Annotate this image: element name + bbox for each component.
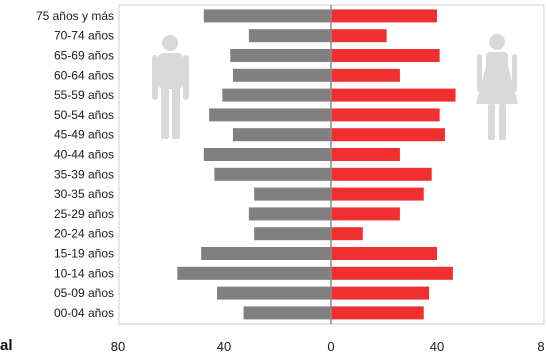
category-labels: 75 años y más 70-74 años 65-69 años 60-64 a… <box>36 9 114 320</box>
bar-right-4 <box>331 88 456 102</box>
category-label: 45-49 años <box>54 128 114 142</box>
bar-right-7 <box>331 148 400 161</box>
bar-right-13 <box>331 266 453 280</box>
x-tick-label: 80 <box>111 339 125 354</box>
bar-left-3 <box>232 68 331 82</box>
category-label: 00-04 años <box>54 306 114 320</box>
bar-right-9 <box>331 187 424 201</box>
bar-right-6 <box>331 128 445 142</box>
category-label: 20-24 años <box>54 227 114 241</box>
category-label: 75 años y más <box>36 9 114 23</box>
bar-left-11 <box>254 227 331 241</box>
x-tick-label: 40 <box>217 339 231 354</box>
bar-right-0 <box>331 9 437 23</box>
bar-right-11 <box>331 227 363 241</box>
bar-left-14 <box>217 286 331 300</box>
bar-right-12 <box>331 247 437 260</box>
x-tick-labels: 80 40 0 40 8 <box>111 339 545 354</box>
x-tick-label: 8 <box>537 339 544 354</box>
male-figure-icon <box>152 35 189 139</box>
bar-left-9 <box>254 187 331 201</box>
bar-left-8 <box>214 167 331 181</box>
female-figure-icon <box>476 34 518 140</box>
bar-right-1 <box>331 29 387 43</box>
bar-left-7 <box>203 148 331 161</box>
category-label: 35-39 años <box>54 167 114 181</box>
category-label: 70-74 años <box>54 29 114 43</box>
category-label: 05-09 años <box>54 286 114 300</box>
category-label: 65-69 años <box>54 49 114 63</box>
bar-right-14 <box>331 286 430 300</box>
category-label: 10-14 años <box>54 266 114 280</box>
bar-left-1 <box>248 29 331 43</box>
bar-left-6 <box>232 128 331 142</box>
bars-group <box>177 9 456 320</box>
bar-right-2 <box>331 49 440 62</box>
category-label: 15-19 años <box>54 247 114 261</box>
x-tick-label: 0 <box>327 339 334 354</box>
bar-left-4 <box>222 88 331 102</box>
bar-left-5 <box>209 108 331 122</box>
bar-right-8 <box>331 167 432 181</box>
category-label: 60-64 años <box>54 68 114 82</box>
bar-right-15 <box>331 306 424 320</box>
x-tick-label: 40 <box>430 339 444 354</box>
category-label: 25-29 años <box>54 207 114 221</box>
category-label: 50-54 años <box>54 108 114 122</box>
bar-right-5 <box>331 108 440 122</box>
category-label: 30-35 años <box>54 187 114 201</box>
bar-left-2 <box>230 49 331 62</box>
category-label: 55-59 años <box>54 88 114 102</box>
bar-left-13 <box>177 266 331 280</box>
bar-left-10 <box>248 207 331 221</box>
bar-right-10 <box>331 207 400 221</box>
bar-left-15 <box>243 306 331 320</box>
category-label: 40-44 años <box>54 148 114 162</box>
bar-right-3 <box>331 68 400 82</box>
bar-left-0 <box>203 9 331 23</box>
bar-left-12 <box>201 247 331 260</box>
corner-text: al <box>0 337 13 354</box>
